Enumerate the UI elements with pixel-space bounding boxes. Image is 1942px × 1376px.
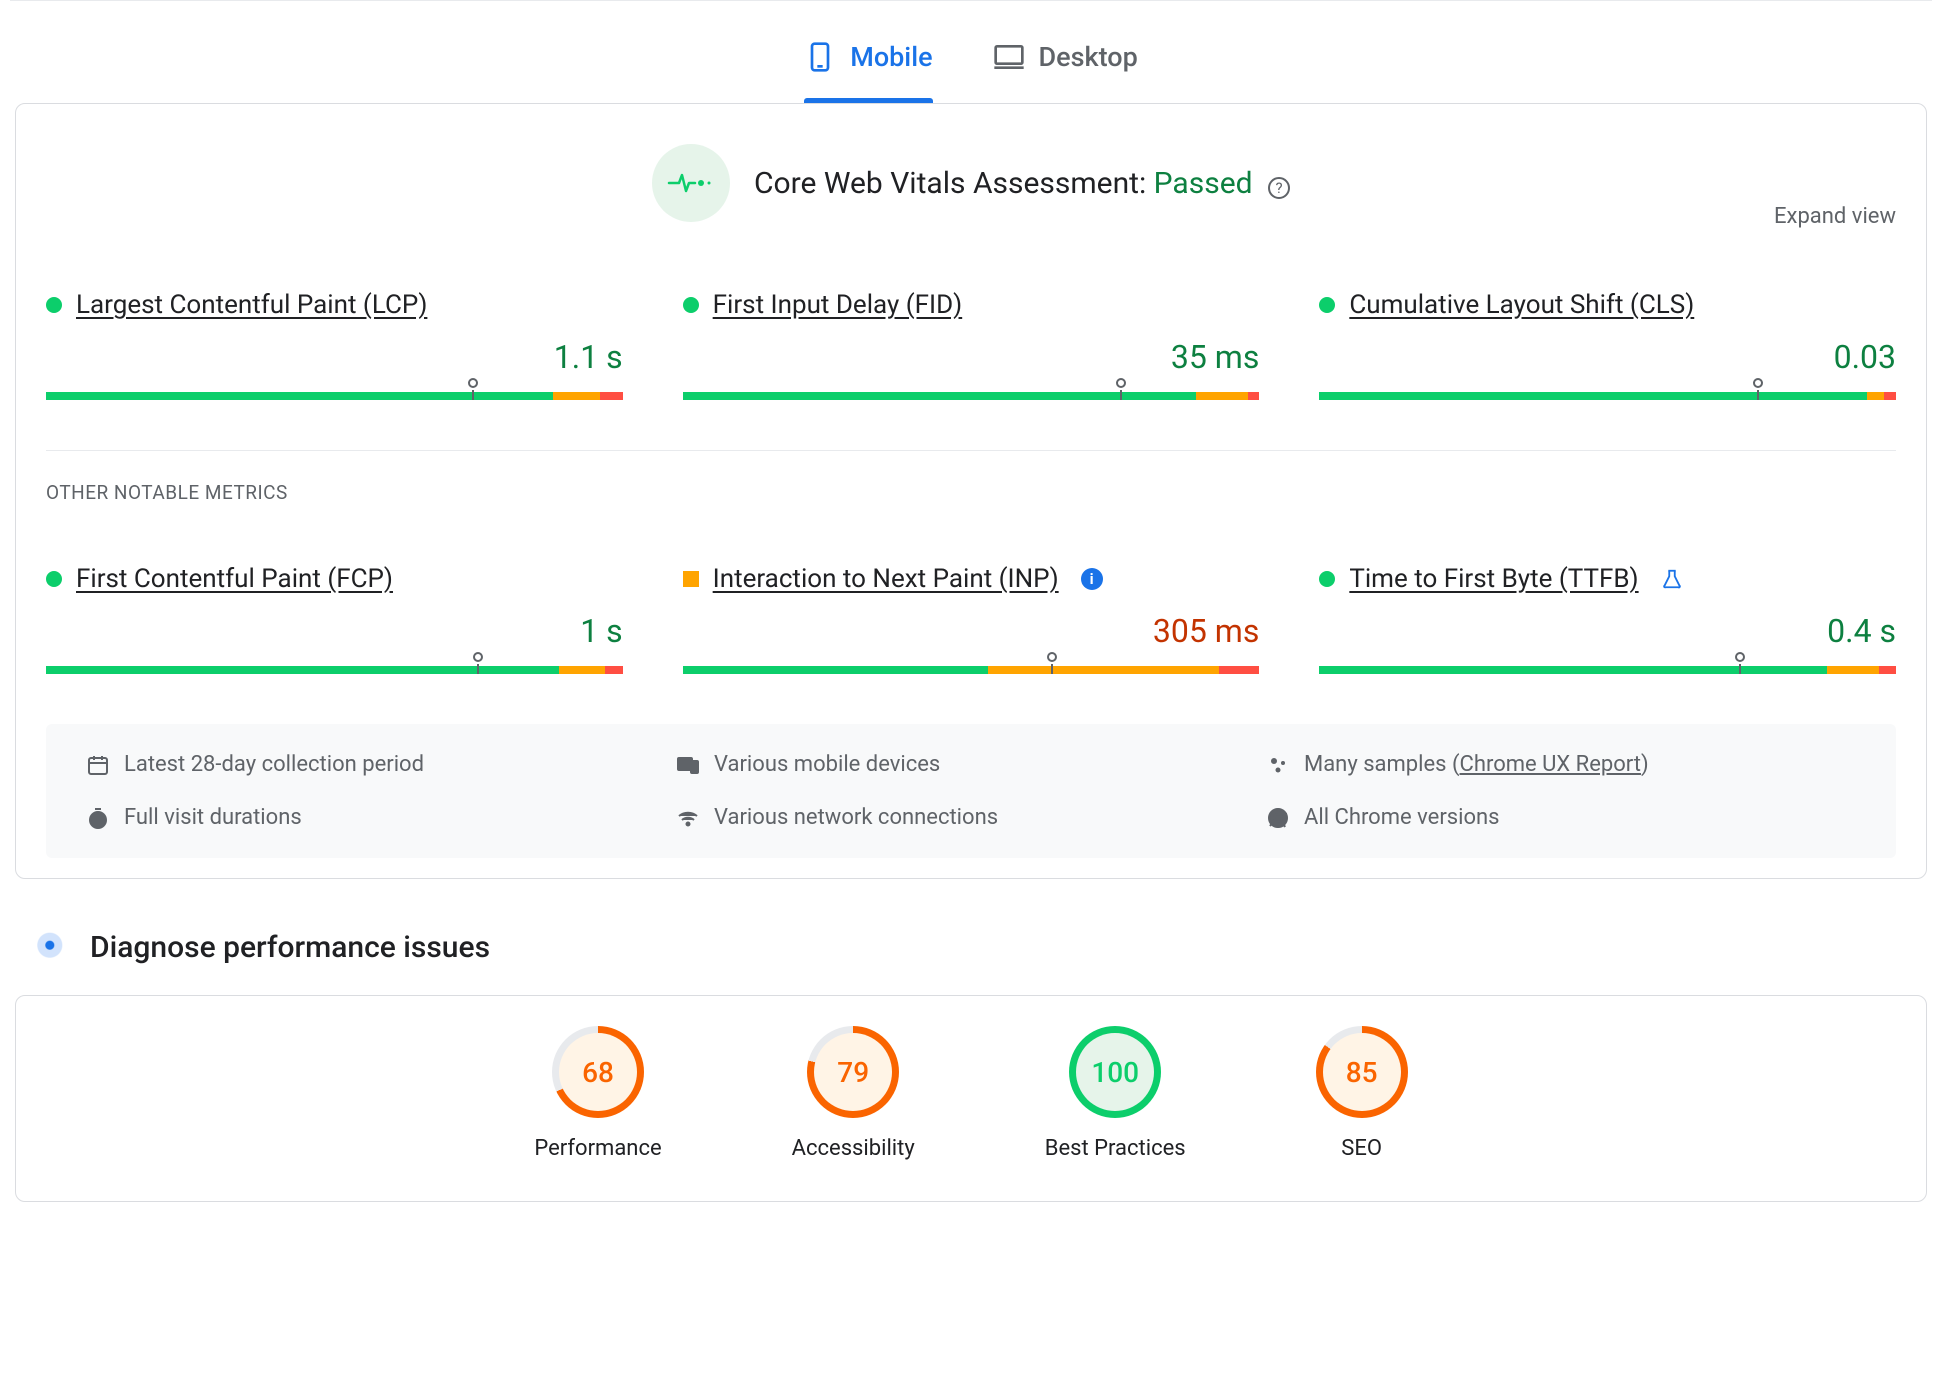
metric-lcp-link[interactable]: Largest Contentful Paint (LCP) [76, 290, 427, 320]
metric-fid-link[interactable]: First Input Delay (FID) [713, 290, 963, 320]
tab-desktop[interactable]: Desktop [993, 41, 1138, 103]
cwv-card: Core Web Vitals Assessment: Passed ? Exp… [15, 103, 1927, 879]
metric-cls-bar [1319, 382, 1896, 400]
gauge-accessibility-label: Accessibility [792, 1136, 915, 1161]
diagnose-header: Diagnose performance issues [10, 879, 1932, 995]
meta-durations: Full visit durations [86, 805, 676, 830]
gauge-performance-ring: 68 [552, 1026, 644, 1118]
metric-lcp: Largest Contentful Paint (LCP) 1.1 s [46, 290, 623, 400]
primary-metrics-grid: Largest Contentful Paint (LCP) 1.1 s Fir… [16, 230, 1926, 420]
devices-icon [676, 753, 700, 777]
metric-fcp-link[interactable]: First Contentful Paint (FCP) [76, 564, 393, 594]
info-icon[interactable]: i [1081, 568, 1103, 590]
gauge-performance[interactable]: 68 Performance [534, 1026, 661, 1161]
gauge-performance-score: 68 [582, 1056, 614, 1089]
help-icon[interactable]: ? [1268, 177, 1290, 199]
gauge-seo-score: 85 [1346, 1056, 1378, 1089]
tab-mobile-label: Mobile [850, 41, 932, 73]
meta-samples-text: Many samples (Chrome UX Report) [1304, 752, 1649, 777]
gauge-seo[interactable]: 85 SEO [1316, 1026, 1408, 1161]
diagnose-card: 68 Performance 79 Accessibility 100 Best… [15, 995, 1927, 1202]
meta-durations-text: Full visit durations [124, 805, 302, 830]
metric-lcp-bar [46, 382, 623, 400]
metric-fcp-marker [473, 652, 483, 662]
metric-cls-link[interactable]: Cumulative Layout Shift (CLS) [1349, 290, 1694, 320]
gauge-accessibility[interactable]: 79 Accessibility [792, 1026, 915, 1161]
metric-cls: Cumulative Layout Shift (CLS) 0.03 [1319, 290, 1896, 400]
chrome-ux-report-link[interactable]: Chrome UX Report [1460, 752, 1641, 777]
metric-cls-marker [1753, 378, 1763, 388]
gauge-accessibility-score: 79 [837, 1056, 869, 1089]
metric-lcp-value: 1.1 s [46, 338, 623, 376]
metric-ttfb-bar [1319, 656, 1896, 674]
meta-versions: All Chrome versions [1266, 805, 1856, 830]
diagnose-title: Diagnose performance issues [90, 930, 490, 965]
tab-desktop-label: Desktop [1039, 41, 1138, 73]
desktop-icon [993, 41, 1025, 73]
mobile-icon [804, 41, 836, 73]
cwv-status: Passed [1154, 166, 1253, 201]
device-tabs: Mobile Desktop [10, 0, 1932, 103]
gauge-seo-ring: 85 [1316, 1026, 1408, 1118]
gauge-best-practices[interactable]: 100 Best Practices [1045, 1026, 1186, 1161]
gauge-seo-label: SEO [1316, 1136, 1408, 1161]
metric-fid-bar [683, 382, 1260, 400]
meta-samples: Many samples (Chrome UX Report) [1266, 752, 1856, 777]
meta-period: Latest 28-day collection period [86, 752, 676, 777]
status-dot-green [46, 297, 62, 313]
chrome-icon [1266, 806, 1290, 830]
cwv-title-prefix: Core Web Vitals Assessment: [754, 166, 1154, 201]
footer-meta: Latest 28-day collection period Various … [46, 724, 1896, 858]
metric-fid-value: 35 ms [683, 338, 1260, 376]
flask-icon [1661, 568, 1683, 590]
metric-fid: First Input Delay (FID) 35 ms [683, 290, 1260, 400]
other-metrics-grid: First Contentful Paint (FCP) 1 s Interac… [16, 504, 1926, 694]
metric-cls-value: 0.03 [1319, 338, 1896, 376]
metric-lcp-marker [468, 378, 478, 388]
metric-inp-bar [683, 656, 1260, 674]
divider [46, 450, 1896, 451]
status-square-orange [683, 571, 699, 587]
meta-network: Various network connections [676, 805, 1266, 830]
metric-inp-value: 305 ms [683, 612, 1260, 650]
status-dot-green [1319, 297, 1335, 313]
metric-ttfb-value: 0.4 s [1319, 612, 1896, 650]
meta-versions-text: All Chrome versions [1304, 805, 1500, 830]
meta-network-text: Various network connections [714, 805, 998, 830]
gauge-best-practices-score: 100 [1091, 1056, 1139, 1089]
meta-period-text: Latest 28-day collection period [124, 752, 424, 777]
metric-inp-marker [1047, 652, 1057, 662]
metric-inp-link[interactable]: Interaction to Next Paint (INP) [713, 564, 1059, 594]
expand-view-link[interactable]: Expand view [1774, 204, 1896, 229]
calendar-icon [86, 753, 110, 777]
metric-ttfb-link[interactable]: Time to First Byte (TTFB) [1349, 564, 1638, 594]
gauge-accessibility-ring: 79 [807, 1026, 899, 1118]
metric-fcp-value: 1 s [46, 612, 623, 650]
gauge-best-practices-ring: 100 [1069, 1026, 1161, 1118]
status-dot-green [683, 297, 699, 313]
tab-mobile[interactable]: Mobile [804, 41, 932, 103]
metric-fcp-bar [46, 656, 623, 674]
network-icon [676, 806, 700, 830]
status-dot-green [1319, 571, 1335, 587]
cwv-title: Core Web Vitals Assessment: Passed ? [754, 166, 1290, 201]
cwv-header: Core Web Vitals Assessment: Passed ? Exp… [16, 104, 1926, 230]
other-metrics-label: OTHER NOTABLE METRICS [16, 471, 1926, 504]
metric-ttfb: Time to First Byte (TTFB) 0.4 s [1319, 564, 1896, 674]
status-dot-green [46, 571, 62, 587]
gauges-row: 68 Performance 79 Accessibility 100 Best… [16, 996, 1926, 1181]
metric-fid-marker [1116, 378, 1126, 388]
gauge-performance-label: Performance [534, 1136, 661, 1161]
metric-inp: Interaction to Next Paint (INP) i 305 ms [683, 564, 1260, 674]
meta-devices: Various mobile devices [676, 752, 1266, 777]
meta-devices-text: Various mobile devices [714, 752, 940, 777]
metric-ttfb-marker [1735, 652, 1745, 662]
radar-icon [30, 929, 66, 965]
metric-fcp: First Contentful Paint (FCP) 1 s [46, 564, 623, 674]
gauge-best-practices-label: Best Practices [1045, 1136, 1186, 1161]
stopwatch-icon [86, 806, 110, 830]
pulse-icon [652, 144, 730, 222]
samples-icon [1266, 753, 1290, 777]
